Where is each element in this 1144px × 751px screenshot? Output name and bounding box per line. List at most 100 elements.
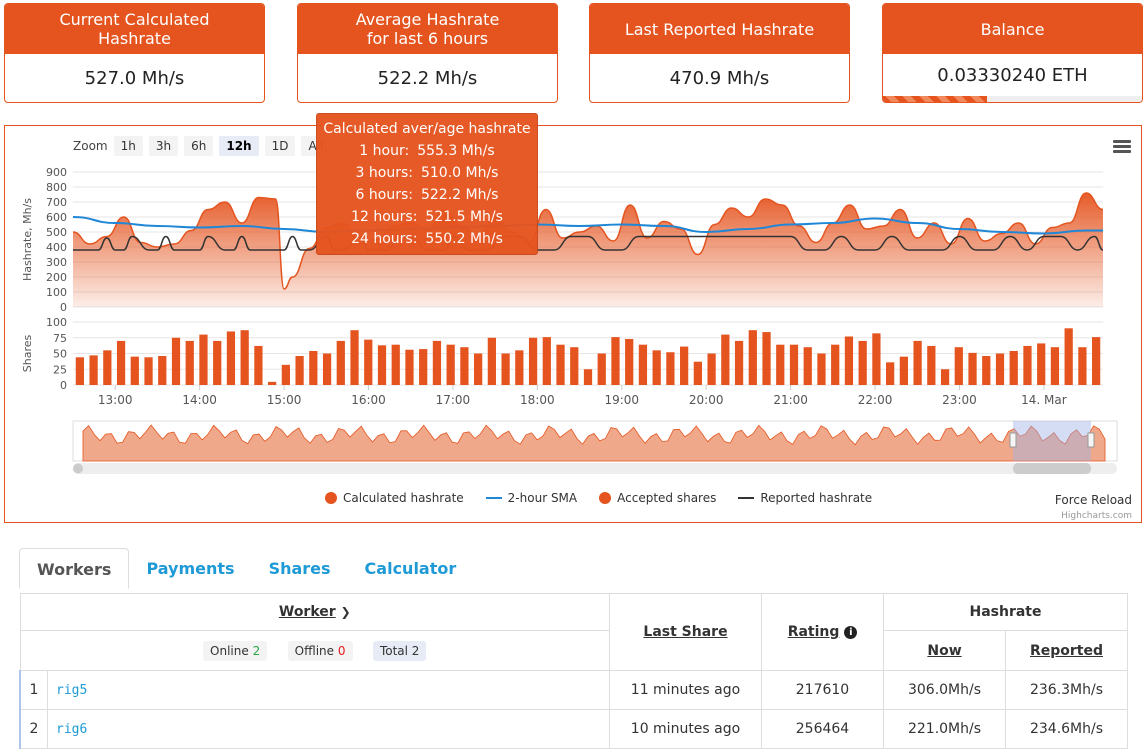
now-hashrate-cell: 306.0Mh/s <box>883 670 1006 710</box>
reported-sort-link[interactable]: Reported <box>1029 642 1104 659</box>
share-bar <box>680 346 689 385</box>
share-bar <box>899 356 908 385</box>
tab-workers[interactable]: Workers <box>19 548 130 589</box>
reported-hashrate-cell: 234.6Mh/s <box>1005 709 1128 749</box>
zoom-1h-button[interactable]: 1h <box>113 136 143 156</box>
offline-filter-pill[interactable]: Offline 0 <box>287 640 353 661</box>
share-bar <box>789 344 799 385</box>
zoom-12h-button[interactable]: 12h <box>219 136 259 156</box>
rating-cell: 256464 <box>761 709 884 749</box>
y-tick-label: 200 <box>46 271 67 284</box>
share-bar <box>913 340 922 385</box>
hashrate-chart: 0 100 200 300 400 500 600 700 800 900 0 25 50 75 100 Ha… <box>21 166 1118 474</box>
share-bar <box>528 337 538 385</box>
share-bar <box>570 347 579 385</box>
x-tick-label: 20:00 <box>689 393 724 407</box>
worker-sort-link[interactable]: Worker <box>278 604 336 620</box>
share-bar <box>803 347 812 385</box>
card-title: Balance <box>883 4 1142 54</box>
sma-line <box>72 216 1103 235</box>
card-title: Current Calculated Hashrate <box>5 4 264 54</box>
zoom-6h-button[interactable]: 6h <box>184 136 214 156</box>
share-bar <box>226 331 236 385</box>
force-reload-link[interactable]: Force Reload <box>1054 493 1132 507</box>
last-share-column-header[interactable]: Last Share <box>609 593 762 671</box>
reported-column-header[interactable]: Reported <box>1005 630 1128 671</box>
now-sort-link[interactable]: Now <box>927 642 962 659</box>
x-tick-label: 21:00 <box>773 393 808 407</box>
online-label: Online <box>210 643 249 658</box>
tab-shares[interactable]: Shares <box>268 559 331 578</box>
table-row: 2 rig6 10 minutes ago 256464 221.0Mh/s 2… <box>19 709 1128 749</box>
share-bar <box>144 357 153 385</box>
navigator-selection <box>1013 421 1091 461</box>
zoom-3h-button[interactable]: 3h <box>148 136 179 156</box>
share-bar <box>721 334 730 385</box>
legend-item-reported-hashrate[interactable]: Reported hashrate <box>738 491 872 505</box>
legend-item-2-hour-sma[interactable]: 2-hour SMA <box>485 491 578 505</box>
legend-item-calculated-hashrate[interactable]: Calculated hashrate <box>325 491 464 505</box>
legend-item-accepted-shares[interactable]: Accepted shares <box>599 491 716 505</box>
tooltip-row-value: 522.2 Mh/s <box>420 187 499 203</box>
hamburger-menu-icon[interactable] <box>1113 140 1131 154</box>
navigator-series <box>82 424 1106 462</box>
share-bar <box>185 340 194 385</box>
workers-table: Worker ❯ Last Share Rating i Hashrate On… <box>19 593 1128 749</box>
share-bar <box>350 330 359 385</box>
x-tick-label: 18:00 <box>520 393 555 407</box>
legend-label: Accepted shares <box>617 491 717 505</box>
worker-column-header[interactable]: Worker ❯ <box>19 593 610 631</box>
share-bar <box>322 353 332 385</box>
legend-marker <box>325 492 337 504</box>
share-bar <box>309 350 318 385</box>
card-title: Last Reported Hashrate <box>590 4 849 54</box>
share-bar <box>405 349 414 385</box>
now-column-header[interactable]: Now <box>883 630 1006 671</box>
share-bar <box>116 340 126 385</box>
share-bar <box>446 344 455 385</box>
share-bar <box>419 349 428 385</box>
balance-progress-fill <box>883 96 987 102</box>
tooltip-row: 3 hours: 510.0 Mh/s <box>317 162 537 184</box>
tab-payments[interactable]: Payments <box>146 559 235 578</box>
x-tick-label: 16:00 <box>351 393 386 407</box>
chevron-down-icon[interactable]: ❯ <box>340 605 351 619</box>
rating-column-header[interactable]: Rating i <box>761 593 884 671</box>
info-icon[interactable]: i <box>844 625 858 639</box>
share-bar <box>487 337 496 385</box>
calculated-hashrate-line <box>72 192 1104 290</box>
balance-progress-bar <box>883 96 1142 102</box>
rating-cell: 217610 <box>761 670 884 710</box>
legend-marker <box>485 497 502 499</box>
total-filter-pill[interactable]: Total 2 <box>372 640 427 661</box>
share-bar <box>734 340 744 385</box>
worker-name-link[interactable]: rig5 <box>47 670 610 710</box>
zoom-1d-button[interactable]: 1D <box>264 136 296 156</box>
worker-name-link[interactable]: rig6 <box>47 709 610 749</box>
y-tick-label: 25 <box>53 363 67 376</box>
navigator-right-handle <box>1087 432 1095 448</box>
share-bar <box>130 356 139 385</box>
tooltip-row-label: 6 hours: <box>355 187 413 203</box>
navigator-left-handle <box>1009 432 1017 448</box>
rating-sort-link[interactable]: Rating <box>787 624 840 640</box>
share-bar <box>268 381 277 385</box>
share-bar <box>501 353 510 385</box>
current-hashrate-card: Current Calculated Hashrate 527.0 Mh/s <box>4 3 265 103</box>
tooltip-row-value: 550.2 Mh/s <box>425 231 503 247</box>
card-value: 527.0 Mh/s <box>84 67 185 89</box>
share-bar <box>666 352 675 385</box>
card-value: 0.03330240 ETH <box>937 64 1088 86</box>
share-bar <box>1023 345 1032 385</box>
share-bar <box>158 356 167 385</box>
tab-calculator[interactable]: Calculator <box>364 559 457 578</box>
share-bar <box>1050 347 1060 385</box>
y-tick-label: 0 <box>60 379 67 392</box>
last-share-sort-link[interactable]: Last Share <box>643 624 728 640</box>
tooltip-row: 12 hours: 521.5 Mh/s <box>317 206 537 228</box>
last-share-cell: 10 minutes ago <box>609 709 762 749</box>
online-filter-pill[interactable]: Online 2 <box>203 640 268 661</box>
legend-label: 2-hour SMA <box>507 491 578 505</box>
share-bar <box>460 347 469 385</box>
highcharts-credits[interactable]: Highcharts.com <box>1061 511 1132 521</box>
